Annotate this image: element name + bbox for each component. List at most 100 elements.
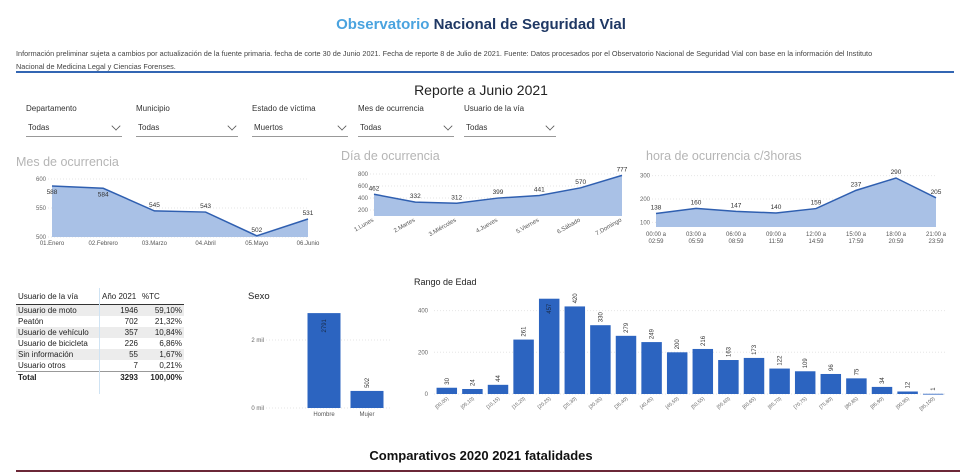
- y-tick-label: 800: [358, 172, 369, 178]
- data-label: 12: [906, 381, 912, 388]
- y-tick-label: 0: [425, 392, 429, 398]
- chart-sexo: 2 mil 0 mil 2791 502 Hombre Mujer: [251, 313, 390, 418]
- slicer-municipio: Municipio Todas: [136, 104, 238, 137]
- x-tick-label: 21:00 a: [926, 232, 947, 238]
- x-tick-label: 5.Viernes: [515, 218, 540, 236]
- table-row: Peatón 702 21,32%: [18, 317, 182, 326]
- table-row: Sin información 55 1,67%: [16, 349, 184, 360]
- x-tick-label: [85,90): [869, 396, 885, 411]
- x-tick-label: [10,15): [485, 396, 501, 411]
- data-label: 588: [47, 189, 58, 196]
- y-tick-label: 500: [36, 235, 47, 241]
- dropdown-estado-victima[interactable]: Muertos: [252, 120, 348, 137]
- data-label: 457: [547, 303, 553, 314]
- dropdown-departamento[interactable]: Todas: [26, 120, 122, 137]
- x-tick-label: 17:59: [848, 239, 864, 245]
- x-tick-label: [35,40): [613, 396, 629, 411]
- x-tick-label: 7.Domingo: [595, 217, 624, 237]
- series-line: [655, 177, 937, 215]
- dropdown-value: Todas: [28, 123, 50, 132]
- bar: [350, 390, 384, 408]
- x-tick-label: [45,50): [665, 396, 681, 411]
- slicer-mes-ocurrencia: Mes de ocurrencia Todas: [358, 104, 454, 137]
- bar: [769, 368, 790, 394]
- bar: [846, 378, 867, 394]
- dropdown-value: Todas: [360, 123, 382, 132]
- data-label: 290: [891, 169, 902, 176]
- series-line: [51, 185, 309, 237]
- data-label: 44: [496, 374, 502, 381]
- area-fill: [374, 175, 622, 216]
- y-tick-label: 2 mil: [251, 338, 264, 344]
- series-line: [373, 174, 623, 205]
- slicer-estado-victima: Estado de víctima Muertos: [252, 104, 348, 137]
- x-tick-label: [05,10): [460, 396, 476, 411]
- slicer-label: Estado de víctima: [252, 104, 316, 113]
- x-tick-label: [75,80): [818, 396, 834, 411]
- x-tick-label: 06:00 a: [726, 232, 747, 238]
- bar: [794, 371, 816, 394]
- chart-title-dia: Día de ocurrencia: [341, 149, 440, 163]
- y-tick-label: 600: [358, 184, 369, 190]
- y-tick-label: 0 mil: [251, 406, 264, 412]
- data-label: 173: [752, 344, 758, 355]
- dropdown-municipio[interactable]: Todas: [136, 120, 238, 137]
- x-tick-label: 11:59: [769, 239, 784, 245]
- footer-divider: [16, 470, 960, 472]
- data-label: 160: [691, 199, 702, 206]
- data-label: 147: [731, 202, 742, 209]
- dropdown-usuario-via[interactable]: Todas: [464, 120, 556, 137]
- usuario-via-table-wrap: Usuario de la vía Año 2021 %TC Usuario d…: [16, 288, 184, 383]
- bar: [641, 342, 662, 394]
- table-row: Usuario otros 7 0,21%: [18, 361, 182, 370]
- bar: [538, 298, 560, 394]
- dropdown-mes-ocurrencia[interactable]: Todas: [358, 120, 454, 137]
- slicer-label: Usuario de la vía: [464, 104, 525, 113]
- title-nacional: Nacional de Seguridad Vial: [429, 16, 626, 33]
- info-line-2: Nacional de Medicina Legal y Ciencias Fo…: [16, 62, 176, 71]
- title-observatorio: Observatorio: [336, 16, 430, 33]
- slicer-label: Departamento: [26, 104, 77, 113]
- data-label: 543: [200, 203, 211, 210]
- x-tick-label: [30,35): [588, 396, 604, 411]
- data-label: 34: [880, 377, 886, 384]
- x-tick-label: 06.Junio: [297, 241, 320, 247]
- x-tick-label: 08:59: [728, 239, 744, 245]
- col-header[interactable]: Usuario de la vía: [16, 288, 100, 305]
- data-label: 163: [726, 346, 732, 357]
- data-label: 30: [445, 377, 451, 384]
- data-label: 24: [470, 379, 476, 386]
- y-tick-label: 200: [358, 208, 369, 214]
- y-tick-label: 100: [640, 220, 651, 226]
- chart-hora-ocurrencia: 300 200 100 138 160 147 140 159 237 290 205 00:00 a…: [640, 169, 947, 245]
- col-header[interactable]: Año 2021: [100, 288, 140, 305]
- data-label: 249: [650, 328, 656, 339]
- data-label: 462: [369, 185, 380, 192]
- dropdown-value: Todas: [138, 123, 160, 132]
- table-total-row: Total 3293 100,00%: [16, 371, 184, 383]
- chart-title-hora: hora de ocurrencia c/3horas: [646, 149, 802, 163]
- x-tick-label: [70,75): [793, 396, 809, 411]
- col-header[interactable]: %TC: [140, 288, 184, 305]
- slicer-departamento: Departamento Todas: [26, 104, 122, 137]
- x-tick-label: Hombre: [313, 412, 335, 418]
- chevron-down-icon: [443, 121, 453, 131]
- data-label: 332: [410, 193, 421, 200]
- slicer-usuario-via: Usuario de la vía Todas: [464, 104, 556, 137]
- x-tick-label: 14:59: [808, 239, 824, 245]
- bar: [436, 387, 458, 394]
- bar: [564, 306, 586, 394]
- x-tick-label: 02.Febrero: [89, 241, 119, 247]
- chart-rango-edad: 400 200 0 30 [00,05) 24 [05,10) 44 [10,15) 261 [15…: [418, 293, 946, 412]
- x-tick-label: 01.Enero: [40, 241, 65, 247]
- x-tick-label: 03.Marzo: [142, 241, 168, 247]
- y-tick-label: 600: [36, 177, 47, 183]
- x-tick-label: 04.Abril: [195, 241, 215, 247]
- data-label: 159: [811, 200, 822, 207]
- bar: [307, 313, 341, 408]
- table-row: Usuario de vehículo 357 10,84%: [16, 327, 184, 338]
- x-tick-label: 3.Miércoles: [428, 218, 458, 239]
- data-label: 1: [931, 387, 937, 391]
- bar: [718, 360, 739, 394]
- data-label: 205: [931, 189, 942, 196]
